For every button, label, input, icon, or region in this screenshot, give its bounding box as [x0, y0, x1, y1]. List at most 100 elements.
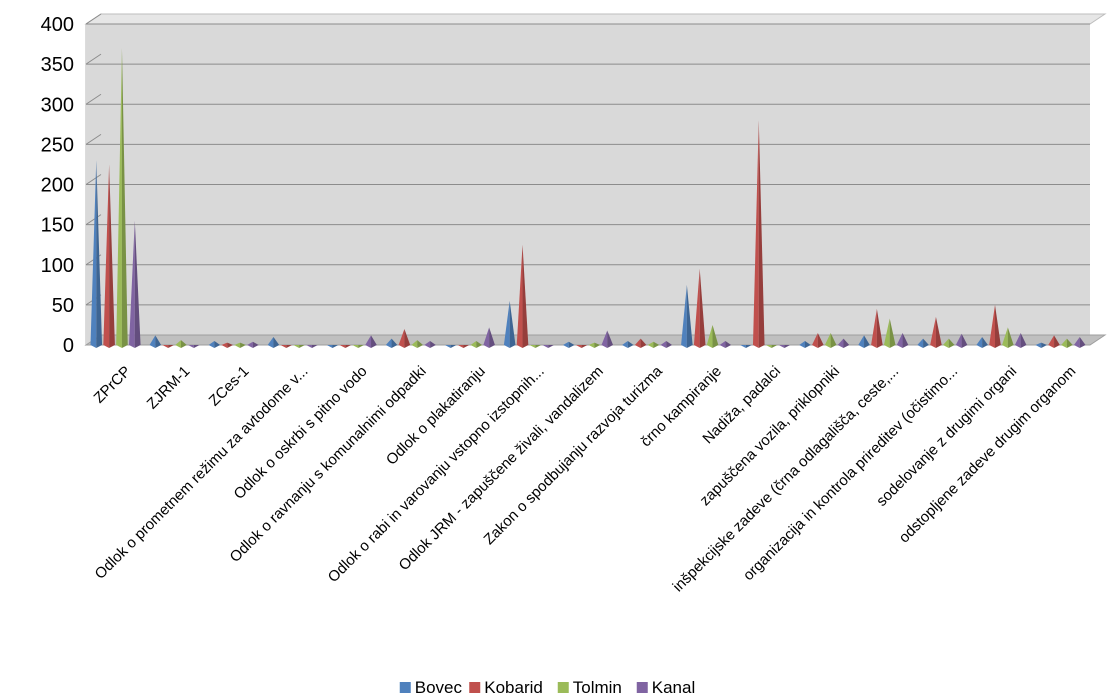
bar — [752, 120, 765, 348]
bar — [424, 340, 436, 348]
legend-swatch — [557, 682, 569, 693]
y-axis: 0 50 100 150 200 250 300 350 400 — [41, 14, 74, 357]
bar — [90, 160, 103, 348]
bar — [444, 345, 457, 348]
bar — [1061, 338, 1073, 348]
legend-swatch — [399, 682, 411, 693]
bar — [175, 340, 187, 348]
bar — [858, 335, 870, 348]
bar — [352, 345, 364, 348]
bars — [90, 48, 1086, 348]
legend-label: Kanal — [652, 678, 695, 697]
legend-label: Kobarid — [484, 678, 543, 697]
y-tick-label: 350 — [41, 54, 74, 76]
bar — [588, 342, 601, 348]
bar — [942, 338, 955, 348]
x-category-label: ZJRM-1 — [144, 363, 194, 413]
bar — [280, 345, 293, 348]
bar — [411, 340, 424, 348]
bar — [681, 284, 693, 348]
gridline-depth — [85, 174, 102, 185]
bar — [208, 340, 221, 348]
bar — [976, 336, 988, 348]
bar — [634, 338, 647, 348]
bar — [542, 345, 554, 348]
bar — [149, 335, 162, 348]
x-category-label: organizacija in kontrola prireditev (oči… — [740, 363, 961, 584]
bar — [955, 333, 968, 348]
x-category-label: ZCes-1 — [206, 363, 253, 410]
bar — [1073, 336, 1086, 348]
side-wall — [84, 13, 1107, 25]
bar — [503, 300, 516, 348]
bar — [129, 220, 141, 348]
x-category-label: ZPrCP — [91, 363, 135, 407]
bar — [247, 341, 259, 348]
bar — [457, 345, 470, 348]
legend-swatch — [469, 682, 481, 693]
bar — [385, 338, 398, 348]
bar — [601, 330, 614, 348]
bar — [293, 345, 305, 348]
bar — [765, 345, 778, 348]
bar — [917, 338, 929, 348]
y-tick-label: 0 — [63, 335, 74, 357]
bar — [622, 340, 634, 348]
y-tick-label: 300 — [41, 94, 74, 116]
y-tick-label: 200 — [41, 175, 74, 197]
y-tick-label: 150 — [41, 215, 74, 237]
legend-swatch — [636, 682, 648, 693]
bar — [930, 316, 942, 348]
bar — [1014, 332, 1027, 348]
bar — [398, 328, 411, 348]
legend-item: Kobarid — [469, 678, 543, 697]
bar — [529, 345, 542, 348]
bar — [824, 332, 837, 348]
gridline-depth — [85, 93, 102, 105]
bar — [719, 340, 732, 348]
x-category-label: Odlok o plakatiranju — [383, 363, 489, 469]
bar — [103, 164, 115, 348]
bar — [871, 308, 883, 348]
bar — [365, 335, 377, 348]
bar — [883, 318, 896, 348]
bar — [562, 341, 575, 348]
bar — [339, 345, 352, 348]
x-category-label: Odlok o rabi in varovanju vstopno izstop… — [325, 363, 548, 586]
bar — [706, 324, 719, 348]
legend-item: Kanal — [636, 678, 695, 697]
bar — [799, 340, 811, 348]
legend-item: Tolmin — [557, 678, 622, 697]
legend-label: Tolmin — [573, 678, 622, 697]
y-tick-label: 250 — [41, 134, 74, 156]
bar — [740, 345, 752, 348]
bar — [326, 345, 339, 348]
bar — [470, 340, 483, 348]
legend-item: Bovec — [399, 678, 463, 697]
bar — [778, 345, 791, 348]
bar — [483, 327, 495, 348]
bar — [1002, 327, 1014, 348]
bar — [837, 338, 850, 348]
bar — [647, 341, 660, 348]
bar — [116, 48, 128, 348]
gridline-depth — [85, 133, 102, 145]
bar — [516, 244, 529, 348]
gridline-depth — [85, 53, 102, 65]
bar — [989, 304, 1001, 348]
y-tick-label: 50 — [52, 295, 74, 317]
bar — [234, 342, 246, 348]
bar — [1048, 335, 1060, 348]
bar — [896, 332, 909, 348]
x-category-label: Odlok JRM - zapuščene živali, vandalizem — [396, 363, 607, 574]
y-tick-label: 100 — [41, 255, 74, 277]
bar — [660, 340, 673, 348]
gridline-depth — [85, 13, 102, 25]
legend-label: Bovec — [415, 678, 463, 697]
y-tick-label: 400 — [41, 14, 74, 36]
legend: Bovec Kobarid Tolmin Kanal — [399, 678, 695, 697]
bar — [1035, 342, 1047, 348]
bar — [162, 345, 174, 348]
